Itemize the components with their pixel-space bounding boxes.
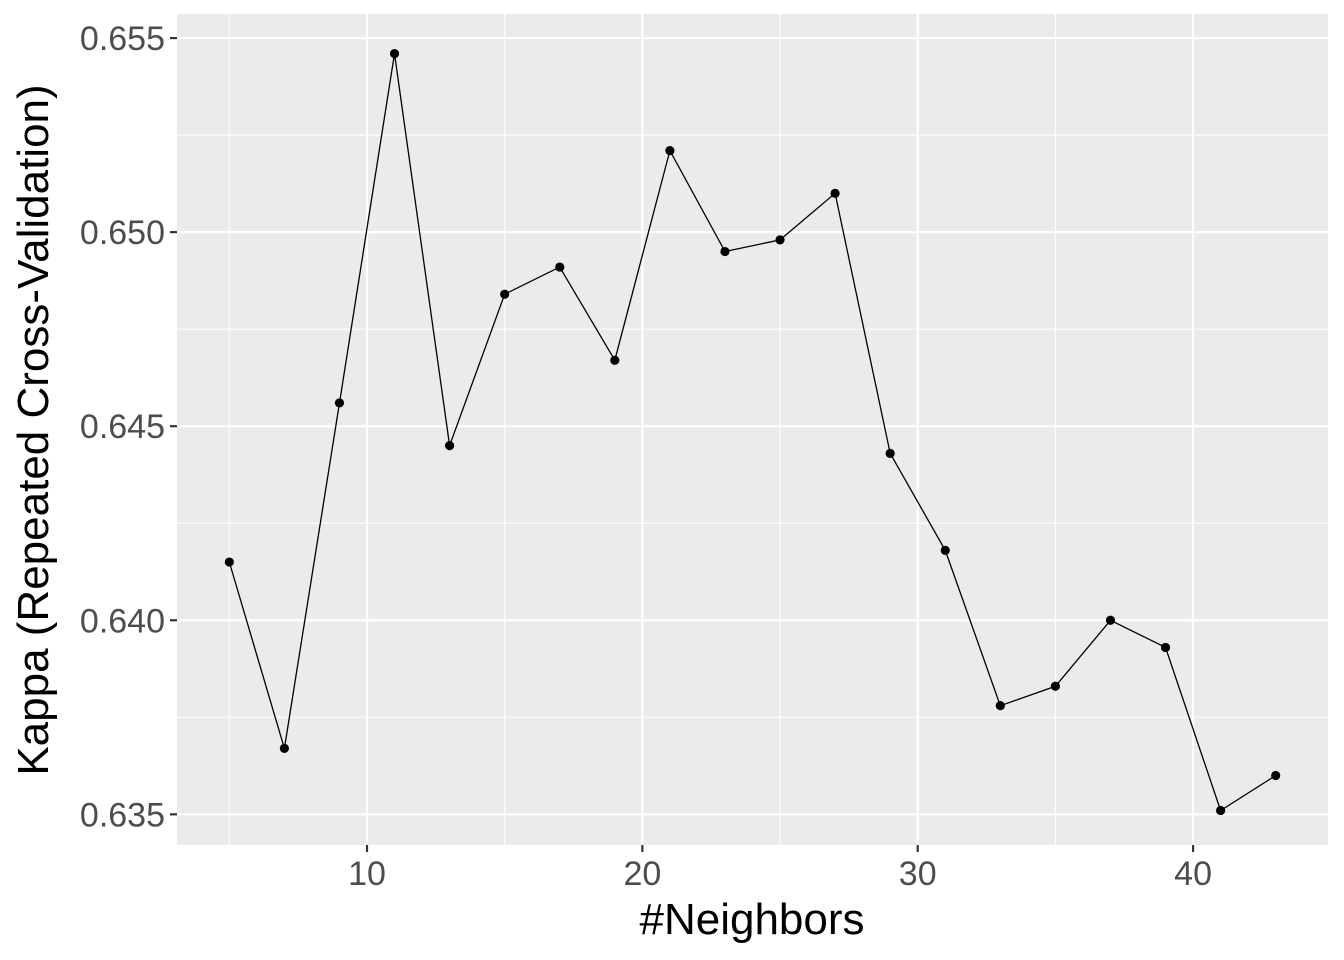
y-tick-label: 0.645	[80, 408, 165, 446]
data-point	[885, 448, 895, 458]
y-tick-label: 0.650	[80, 214, 165, 252]
data-point	[665, 146, 675, 156]
data-point	[775, 235, 785, 245]
y-axis-title: Kappa (Repeated Cross-Validation)	[9, 84, 58, 775]
data-point	[279, 743, 289, 753]
series-layer	[224, 48, 1281, 816]
series-line	[228, 53, 1277, 812]
data-point	[995, 701, 1005, 711]
y-tick-label: 0.635	[80, 796, 165, 834]
data-point	[1160, 642, 1171, 653]
x-tick-label: 10	[348, 855, 386, 893]
data-point	[1105, 615, 1116, 625]
y-tick-label: 0.655	[80, 20, 165, 58]
data-point	[1271, 770, 1281, 781]
data-point	[610, 355, 620, 365]
data-point	[334, 398, 345, 408]
x-axis-title: #Neighbors	[639, 895, 864, 944]
axis-ticks	[170, 36, 1195, 852]
y-tick-label: 0.640	[80, 602, 165, 640]
panel-background	[177, 14, 1328, 845]
grid-minor	[177, 14, 1328, 845]
data-point	[224, 557, 234, 567]
data-point	[830, 188, 840, 198]
data-point	[720, 246, 730, 257]
x-tick-label: 40	[1174, 855, 1212, 893]
data-point	[389, 48, 400, 59]
data-point	[1050, 681, 1060, 691]
grid-major	[177, 14, 1328, 845]
data-point	[940, 545, 950, 556]
data-point	[500, 289, 510, 299]
data-point	[555, 262, 565, 272]
data-point	[445, 441, 455, 451]
data-point	[1216, 805, 1226, 816]
x-tick-label: 20	[623, 855, 661, 893]
axis-tick-labels: 10 20 30 40 0.635 0.640 0.645 0.650 0.655	[80, 20, 1212, 893]
x-tick-label: 30	[899, 855, 937, 893]
